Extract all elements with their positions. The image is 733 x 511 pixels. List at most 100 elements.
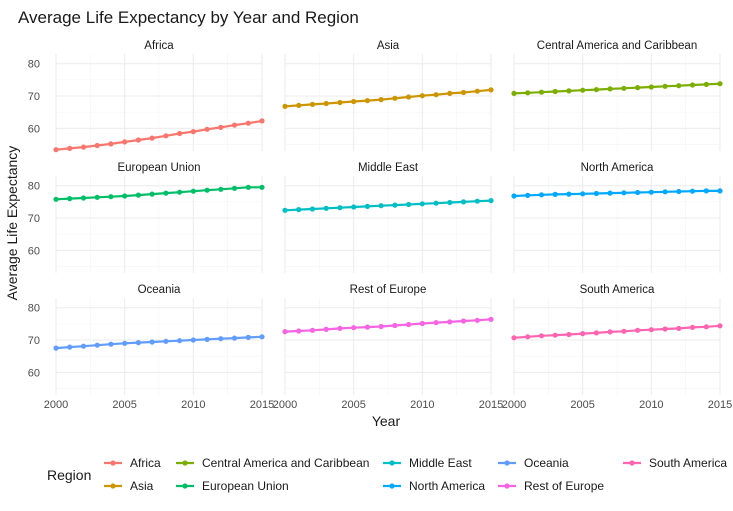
data-point bbox=[323, 100, 329, 107]
facet-strip-label: South America bbox=[580, 284, 655, 296]
data-point bbox=[511, 193, 517, 199]
y-tick-label: 80 bbox=[28, 59, 40, 71]
data-point bbox=[337, 325, 343, 331]
data-point bbox=[717, 323, 723, 329]
legend-label: Asia bbox=[130, 479, 154, 493]
data-point bbox=[337, 99, 343, 106]
data-point bbox=[351, 98, 357, 105]
facet-strip-label: Middle East bbox=[358, 162, 419, 174]
legend-key-point bbox=[182, 483, 188, 489]
data-point bbox=[177, 189, 183, 195]
data-point bbox=[177, 130, 183, 137]
data-point bbox=[94, 142, 100, 149]
legend-item-oceania: Oceania bbox=[498, 456, 569, 470]
legend-item-asia: Asia bbox=[104, 479, 154, 493]
data-point bbox=[53, 147, 59, 153]
data-point bbox=[447, 90, 453, 96]
legend-key-point bbox=[389, 483, 395, 489]
y-tick-label: 60 bbox=[28, 123, 40, 135]
legend-key-point bbox=[110, 460, 116, 466]
legend-label: Middle East bbox=[409, 456, 472, 470]
series-line-central-america-and-caribbean bbox=[513, 82, 721, 95]
facet-panel-north-america: North America bbox=[511, 162, 723, 273]
data-point bbox=[282, 103, 288, 109]
data-point bbox=[309, 327, 316, 333]
data-point bbox=[80, 144, 87, 150]
data-point bbox=[419, 320, 425, 327]
data-point bbox=[717, 188, 723, 194]
facet-panel-central-america-and-caribbean: Central America and Caribbean bbox=[511, 40, 723, 151]
data-point bbox=[552, 191, 558, 197]
data-point bbox=[94, 194, 100, 200]
data-point bbox=[648, 189, 654, 195]
data-point bbox=[80, 195, 87, 201]
data-point bbox=[218, 124, 224, 130]
data-point bbox=[218, 336, 224, 342]
y-tick-label: 70 bbox=[28, 213, 40, 225]
data-point bbox=[593, 330, 600, 336]
data-point bbox=[607, 190, 613, 196]
chart-title: Average Life Expectancy by Year and Regi… bbox=[18, 8, 359, 27]
series-line-north-america bbox=[513, 189, 720, 198]
legend-title: Region bbox=[47, 467, 91, 483]
data-point bbox=[282, 207, 288, 213]
data-point bbox=[580, 87, 586, 93]
facet-panel-africa: Africa bbox=[53, 40, 265, 153]
data-point bbox=[259, 118, 265, 124]
facet-panel-oceania: Oceania bbox=[53, 284, 265, 395]
x-tick-label: 2010 bbox=[639, 399, 663, 411]
facet-strip-label: Oceania bbox=[138, 284, 181, 296]
y-tick-label: 60 bbox=[28, 367, 40, 379]
data-point bbox=[703, 324, 709, 330]
facet-strip-label: North America bbox=[581, 162, 654, 174]
y-tick-label: 70 bbox=[28, 91, 40, 103]
data-point bbox=[662, 189, 668, 195]
x-tick-label: 2005 bbox=[341, 399, 365, 411]
facet-panel-asia: Asia bbox=[282, 40, 494, 151]
data-point bbox=[190, 188, 196, 194]
data-point bbox=[406, 321, 412, 328]
x-tick-label: 2005 bbox=[570, 399, 594, 411]
legend-label: European Union bbox=[202, 479, 289, 493]
data-point bbox=[135, 340, 141, 346]
data-point bbox=[566, 191, 572, 197]
data-point bbox=[648, 327, 654, 333]
data-point bbox=[607, 86, 613, 92]
legend-item-south-america: South America bbox=[623, 456, 727, 470]
x-tick-label: 2015 bbox=[479, 399, 503, 411]
data-point bbox=[662, 83, 668, 89]
data-point bbox=[689, 82, 696, 88]
data-point bbox=[511, 335, 517, 341]
data-point bbox=[122, 193, 128, 199]
data-point bbox=[364, 98, 370, 104]
data-point bbox=[525, 334, 531, 340]
data-point bbox=[351, 325, 357, 331]
data-point bbox=[337, 205, 343, 211]
data-point bbox=[122, 139, 128, 145]
y-tick-label: 60 bbox=[28, 245, 40, 257]
data-point bbox=[406, 94, 412, 100]
legend-item-european-union: European Union bbox=[176, 479, 289, 493]
data-point bbox=[108, 141, 114, 147]
legend-key-point bbox=[504, 460, 510, 466]
data-point bbox=[296, 102, 302, 108]
data-point bbox=[163, 133, 169, 139]
data-point bbox=[204, 336, 210, 342]
data-point bbox=[108, 341, 114, 347]
data-point bbox=[378, 97, 384, 103]
data-point bbox=[474, 317, 480, 323]
facet-panel-european-union: European Union bbox=[53, 162, 265, 273]
data-point bbox=[621, 328, 627, 334]
facet-strip-label: European Union bbox=[117, 162, 200, 174]
legend: Region Africa Asia Central America and Car… bbox=[47, 456, 727, 493]
data-point bbox=[204, 126, 210, 132]
x-tick-label: 2000 bbox=[44, 399, 68, 411]
data-point bbox=[488, 87, 494, 93]
data-point bbox=[392, 202, 398, 208]
legend-key-point bbox=[182, 460, 188, 466]
data-point bbox=[309, 101, 316, 107]
data-point bbox=[474, 198, 480, 204]
legend-label: Africa bbox=[130, 456, 161, 470]
